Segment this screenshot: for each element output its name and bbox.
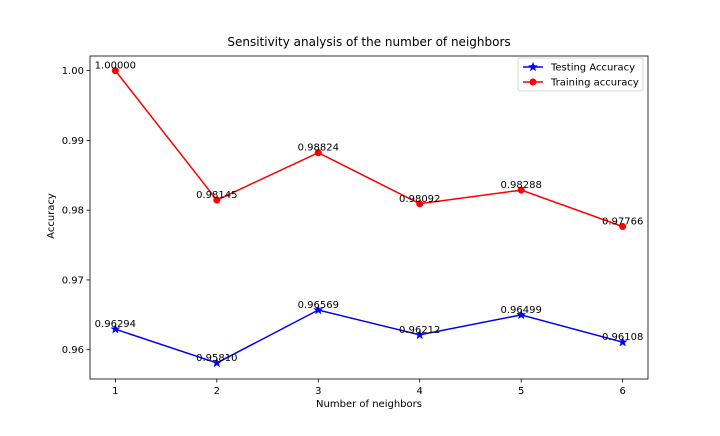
data-point-marker	[211, 357, 222, 368]
legend-swatch-marker	[529, 78, 537, 86]
data-point-marker	[314, 149, 322, 157]
x-tick-label: 2	[214, 386, 220, 397]
legend-label: Training accuracy	[550, 78, 639, 89]
data-label: 0.96499	[501, 305, 542, 316]
y-tick-label: 0.97	[62, 275, 84, 286]
data-point-marker	[111, 67, 119, 75]
data-point-marker	[517, 186, 525, 194]
data-label: 0.98824	[298, 143, 339, 154]
data-label: 0.98145	[196, 190, 237, 201]
x-tick-label: 5	[518, 386, 524, 397]
y-tick-label: 0.99	[62, 136, 84, 147]
x-tick-label: 1	[112, 386, 118, 397]
data-point-marker	[414, 329, 425, 340]
legend-swatch-marker	[527, 61, 539, 72]
x-tick-label: 6	[619, 386, 625, 397]
x-tick-label: 4	[417, 386, 423, 397]
y-tick-label: 0.96	[62, 345, 84, 356]
y-axis-label: Accuracy	[46, 193, 57, 239]
data-point-marker	[516, 309, 527, 320]
data-label: 0.95810	[196, 353, 237, 364]
chart-title: Sensitivity analysis of the number of ne…	[227, 35, 510, 49]
data-point-marker	[313, 304, 324, 315]
axes-frame	[89, 55, 649, 380]
data-point-marker	[110, 323, 121, 334]
legend-frame	[517, 57, 644, 92]
legend: Testing Accuracy Training accuracy	[517, 57, 644, 92]
data-point-marker	[617, 336, 628, 347]
series-line	[114, 70, 623, 228]
legend-item: Training accuracy	[523, 78, 639, 89]
data-label: 0.96294	[95, 319, 136, 330]
x-tick-label: 3	[315, 386, 321, 397]
data-label: 0.96569	[298, 300, 339, 311]
data-label: 1.00000	[95, 61, 136, 72]
x-axis-label: Number of neighbors	[316, 399, 422, 410]
data-point-marker	[213, 196, 221, 204]
data-point-marker	[619, 222, 627, 231]
y-tick-label: 1.00	[62, 66, 84, 77]
data-label: 0.98092	[399, 194, 440, 205]
legend-item: Testing Accuracy	[523, 61, 635, 74]
data-label: 0.96212	[399, 325, 440, 336]
data-label: 0.96108	[602, 332, 643, 343]
data-label: 0.98288	[501, 180, 542, 191]
legend-label: Testing Accuracy	[550, 63, 635, 74]
data-label: 0.97766	[602, 216, 643, 227]
y-tick-label: 0.98	[62, 206, 84, 217]
plot-area: 1 2 3 4 5 6 0.96 0.97 0.98 0.99 1.00 0.96294 0.95810…	[62, 55, 649, 397]
data-point-marker	[416, 200, 424, 208]
series-line	[115, 309, 623, 364]
